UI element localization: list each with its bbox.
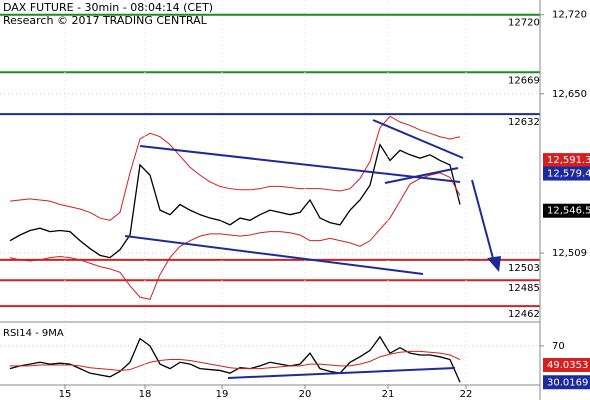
arrow-head <box>487 256 501 272</box>
series-line <box>10 350 461 371</box>
value-tag <box>543 166 590 181</box>
value-tag <box>543 375 590 390</box>
x-tick-label: 21 <box>382 389 395 400</box>
trend-line <box>124 235 424 275</box>
value-tag-label: 12,546.5 <box>547 206 590 217</box>
series-line <box>9 172 461 300</box>
series-line <box>9 142 461 259</box>
value-tag <box>543 153 590 168</box>
level-label: 12503 <box>508 263 540 274</box>
forecast-arrow <box>471 179 495 263</box>
y-tick-label: 70 <box>552 341 565 352</box>
x-tick-label: 20 <box>299 389 312 400</box>
trend-line <box>384 167 459 184</box>
level-label: 12632 <box>508 117 540 128</box>
level-label: 12669 <box>508 75 540 86</box>
value-tag-label: 12,591.3 <box>547 155 590 166</box>
value-tag <box>543 357 590 372</box>
trend-line <box>227 367 456 379</box>
y-tick-label: 12,509 <box>552 248 587 259</box>
trend-lines <box>124 119 501 379</box>
value-tag-label: 12,579.4 <box>547 169 590 180</box>
y-tick-label: 12,650 <box>552 89 587 100</box>
series-line <box>9 335 461 383</box>
level-label: 12462 <box>508 309 540 320</box>
x-tick-label: 18 <box>139 389 152 400</box>
trend-line <box>139 145 461 183</box>
y-tick-label: 12,720 <box>552 10 587 21</box>
trend-line <box>372 119 464 159</box>
x-tick-label: 22 <box>460 389 473 400</box>
chart-subtitle: Research © 2017 TRADING CENTRAL <box>3 14 208 27</box>
chart-title: DAX FUTURE - 30min - 08:04:14 (CET) <box>3 1 213 14</box>
x-tick-label: 15 <box>59 389 72 400</box>
x-tick-label: 19 <box>216 389 229 400</box>
value-tag-label: 30.0169 <box>547 377 588 388</box>
value-tag <box>543 203 590 218</box>
value-tag-label: 49.0353 <box>547 360 588 371</box>
series-line <box>9 115 461 221</box>
plot-area <box>0 0 540 385</box>
rsi-title: RSI14 - 9MA <box>3 328 64 339</box>
level-label: 12485 <box>508 283 540 294</box>
level-label: 12720 <box>508 18 540 29</box>
